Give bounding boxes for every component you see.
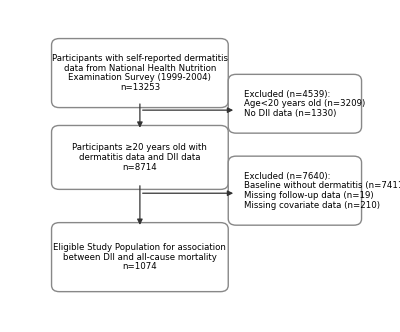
Text: Eligible Study Population for association: Eligible Study Population for associatio… — [54, 243, 226, 252]
Text: Participants ≥20 years old with: Participants ≥20 years old with — [72, 143, 207, 152]
FancyBboxPatch shape — [52, 125, 228, 189]
Text: Missing follow-up data (n=19): Missing follow-up data (n=19) — [244, 191, 373, 200]
Text: n=1074: n=1074 — [122, 262, 157, 271]
FancyBboxPatch shape — [52, 39, 228, 108]
FancyBboxPatch shape — [52, 223, 228, 291]
Text: Baseline without dermatitis (n=7411): Baseline without dermatitis (n=7411) — [244, 181, 400, 190]
Text: Examination Survey (1999-2004): Examination Survey (1999-2004) — [68, 73, 211, 82]
Text: n=13253: n=13253 — [120, 83, 160, 92]
Text: n=8714: n=8714 — [122, 163, 157, 172]
FancyBboxPatch shape — [228, 74, 362, 133]
Text: Age<20 years old (n=3209): Age<20 years old (n=3209) — [244, 99, 365, 108]
Text: Excluded (n=4539):: Excluded (n=4539): — [244, 90, 330, 99]
Text: dermatitis data and DII data: dermatitis data and DII data — [79, 153, 201, 162]
Text: No DII data (n=1330): No DII data (n=1330) — [244, 109, 336, 118]
Text: data from National Health Nutrition: data from National Health Nutrition — [64, 64, 216, 73]
FancyBboxPatch shape — [228, 156, 362, 225]
Text: Participants with self-reported dermatitis: Participants with self-reported dermatit… — [52, 54, 228, 63]
Text: Excluded (n=7640):: Excluded (n=7640): — [244, 172, 330, 181]
Text: Missing covariate data (n=210): Missing covariate data (n=210) — [244, 201, 380, 210]
Text: between DII and all-cause mortality: between DII and all-cause mortality — [63, 253, 217, 262]
